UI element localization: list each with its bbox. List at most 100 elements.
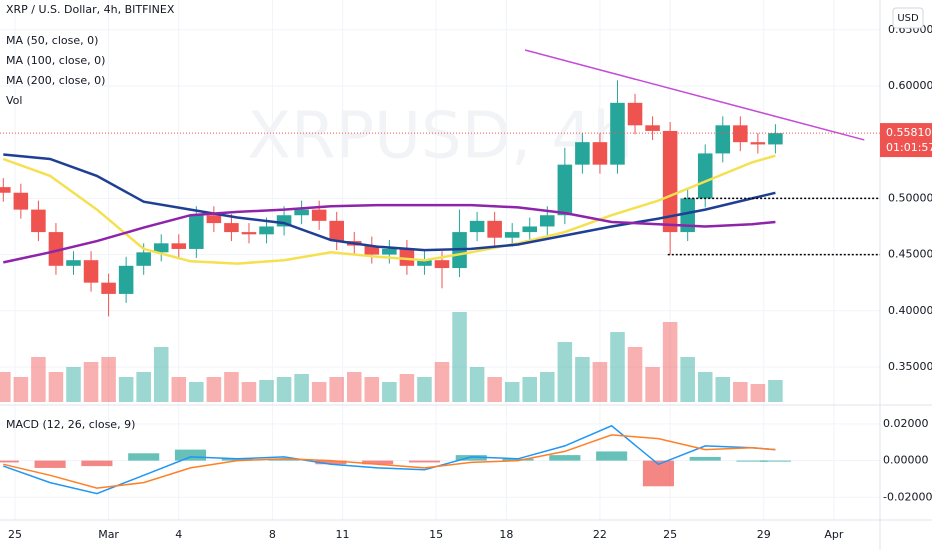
candle-body bbox=[101, 282, 116, 294]
macd-title: MACD (12, 26, close, 9) bbox=[6, 418, 135, 431]
candle-body bbox=[522, 226, 538, 233]
histogram-bar bbox=[689, 456, 721, 461]
candle-body bbox=[206, 215, 222, 224]
y-tick-label: 0.60000 bbox=[888, 79, 932, 92]
volume-bar bbox=[575, 357, 590, 402]
candle-body bbox=[66, 260, 81, 266]
volume-bar bbox=[434, 362, 450, 402]
candle-body bbox=[399, 248, 415, 266]
histogram-bar bbox=[34, 460, 66, 468]
x-tick-label: 4 bbox=[175, 528, 182, 541]
volume-bar bbox=[66, 367, 81, 402]
histogram-bar bbox=[759, 460, 791, 462]
candle-body bbox=[557, 164, 573, 216]
y-tick-label: 0.00000 bbox=[883, 454, 929, 467]
candle-body bbox=[610, 102, 625, 165]
volume-bar bbox=[118, 377, 134, 402]
y-tick-label: 0.50000 bbox=[888, 191, 932, 204]
candle-body bbox=[241, 232, 257, 235]
candle-body bbox=[662, 130, 678, 233]
candle-body bbox=[276, 215, 292, 227]
volume-bar bbox=[592, 362, 608, 402]
volume-bar bbox=[259, 380, 274, 402]
volume-bar bbox=[311, 382, 327, 402]
volume-bar bbox=[557, 342, 573, 402]
histogram-bar bbox=[502, 458, 534, 461]
volume-bar bbox=[31, 357, 46, 402]
macd-line bbox=[3, 424, 776, 495]
volume-bar bbox=[645, 367, 660, 402]
volume-bar bbox=[224, 372, 239, 402]
volume-bar bbox=[364, 377, 380, 402]
ma-line bbox=[3, 153, 776, 252]
currency-label[interactable]: USD bbox=[897, 13, 919, 24]
x-tick-label: 29 bbox=[757, 528, 771, 541]
legend-entry: MA (50, close, 0) bbox=[6, 34, 98, 47]
volume-bar bbox=[540, 372, 555, 402]
trend-line bbox=[524, 49, 865, 141]
volume-bar bbox=[294, 374, 309, 402]
x-tick-label: Apr bbox=[824, 528, 844, 541]
candle-body bbox=[13, 192, 29, 210]
macd-line bbox=[3, 434, 776, 489]
candle-body bbox=[750, 142, 766, 145]
candle-body bbox=[118, 265, 134, 294]
candle-body bbox=[627, 102, 643, 126]
x-tick-label: Mar bbox=[98, 528, 119, 541]
volume-bar bbox=[241, 382, 257, 402]
histogram-bar bbox=[455, 455, 487, 461]
volume-bar bbox=[48, 372, 64, 402]
candle-body bbox=[189, 215, 204, 249]
currency-button[interactable] bbox=[892, 7, 924, 29]
y-tick-label: 0.40000 bbox=[888, 304, 932, 317]
volume-bar bbox=[627, 347, 643, 402]
y-tick-label: 0.35000 bbox=[888, 360, 932, 373]
volume-bar bbox=[83, 362, 99, 402]
histogram-bar bbox=[128, 453, 160, 461]
candle-body bbox=[329, 220, 344, 242]
candle-body bbox=[224, 223, 239, 233]
histogram-bar bbox=[81, 460, 113, 467]
candle-body bbox=[153, 243, 169, 253]
candle-body bbox=[0, 187, 11, 193]
candle-body bbox=[645, 125, 660, 131]
ma-line bbox=[3, 203, 776, 264]
volume-bar bbox=[0, 372, 11, 402]
volume-bar bbox=[469, 367, 485, 402]
legend-entry: MA (200, close, 0) bbox=[6, 74, 105, 87]
legend-entry: Vol bbox=[6, 94, 22, 107]
volume-bar bbox=[136, 372, 151, 402]
y-tick-label: -0.02000 bbox=[883, 490, 932, 503]
last-price-badge bbox=[880, 123, 932, 158]
volume-bar bbox=[750, 384, 766, 402]
candle-body bbox=[171, 243, 187, 249]
volume-bar bbox=[329, 377, 344, 402]
volume-bar bbox=[417, 377, 432, 402]
histogram-bar bbox=[408, 460, 441, 463]
histogram-bar bbox=[549, 455, 581, 461]
candle-body bbox=[417, 260, 432, 266]
volume-bar bbox=[697, 372, 713, 402]
y-tick-label: 0.45000 bbox=[888, 248, 932, 261]
volume-bar bbox=[153, 347, 169, 402]
candle-body bbox=[48, 232, 64, 266]
last-price-label: 0.55810 bbox=[886, 126, 932, 139]
candle-body bbox=[434, 260, 450, 269]
volume-bar bbox=[680, 357, 695, 402]
candle-body bbox=[382, 248, 397, 255]
x-tick-label: 8 bbox=[269, 528, 276, 541]
candle-body bbox=[504, 232, 520, 238]
candle-body bbox=[768, 133, 783, 145]
candle-body bbox=[715, 125, 731, 154]
watermark: XRPUSD, 4h bbox=[247, 100, 633, 174]
candle-body bbox=[487, 220, 502, 238]
ma-line bbox=[2, 154, 776, 265]
candle-body bbox=[697, 153, 713, 199]
candle-body bbox=[294, 209, 309, 216]
candle-body bbox=[575, 142, 590, 165]
volume-bar bbox=[206, 377, 222, 402]
candle-body bbox=[136, 252, 151, 266]
candle-body bbox=[311, 209, 327, 221]
